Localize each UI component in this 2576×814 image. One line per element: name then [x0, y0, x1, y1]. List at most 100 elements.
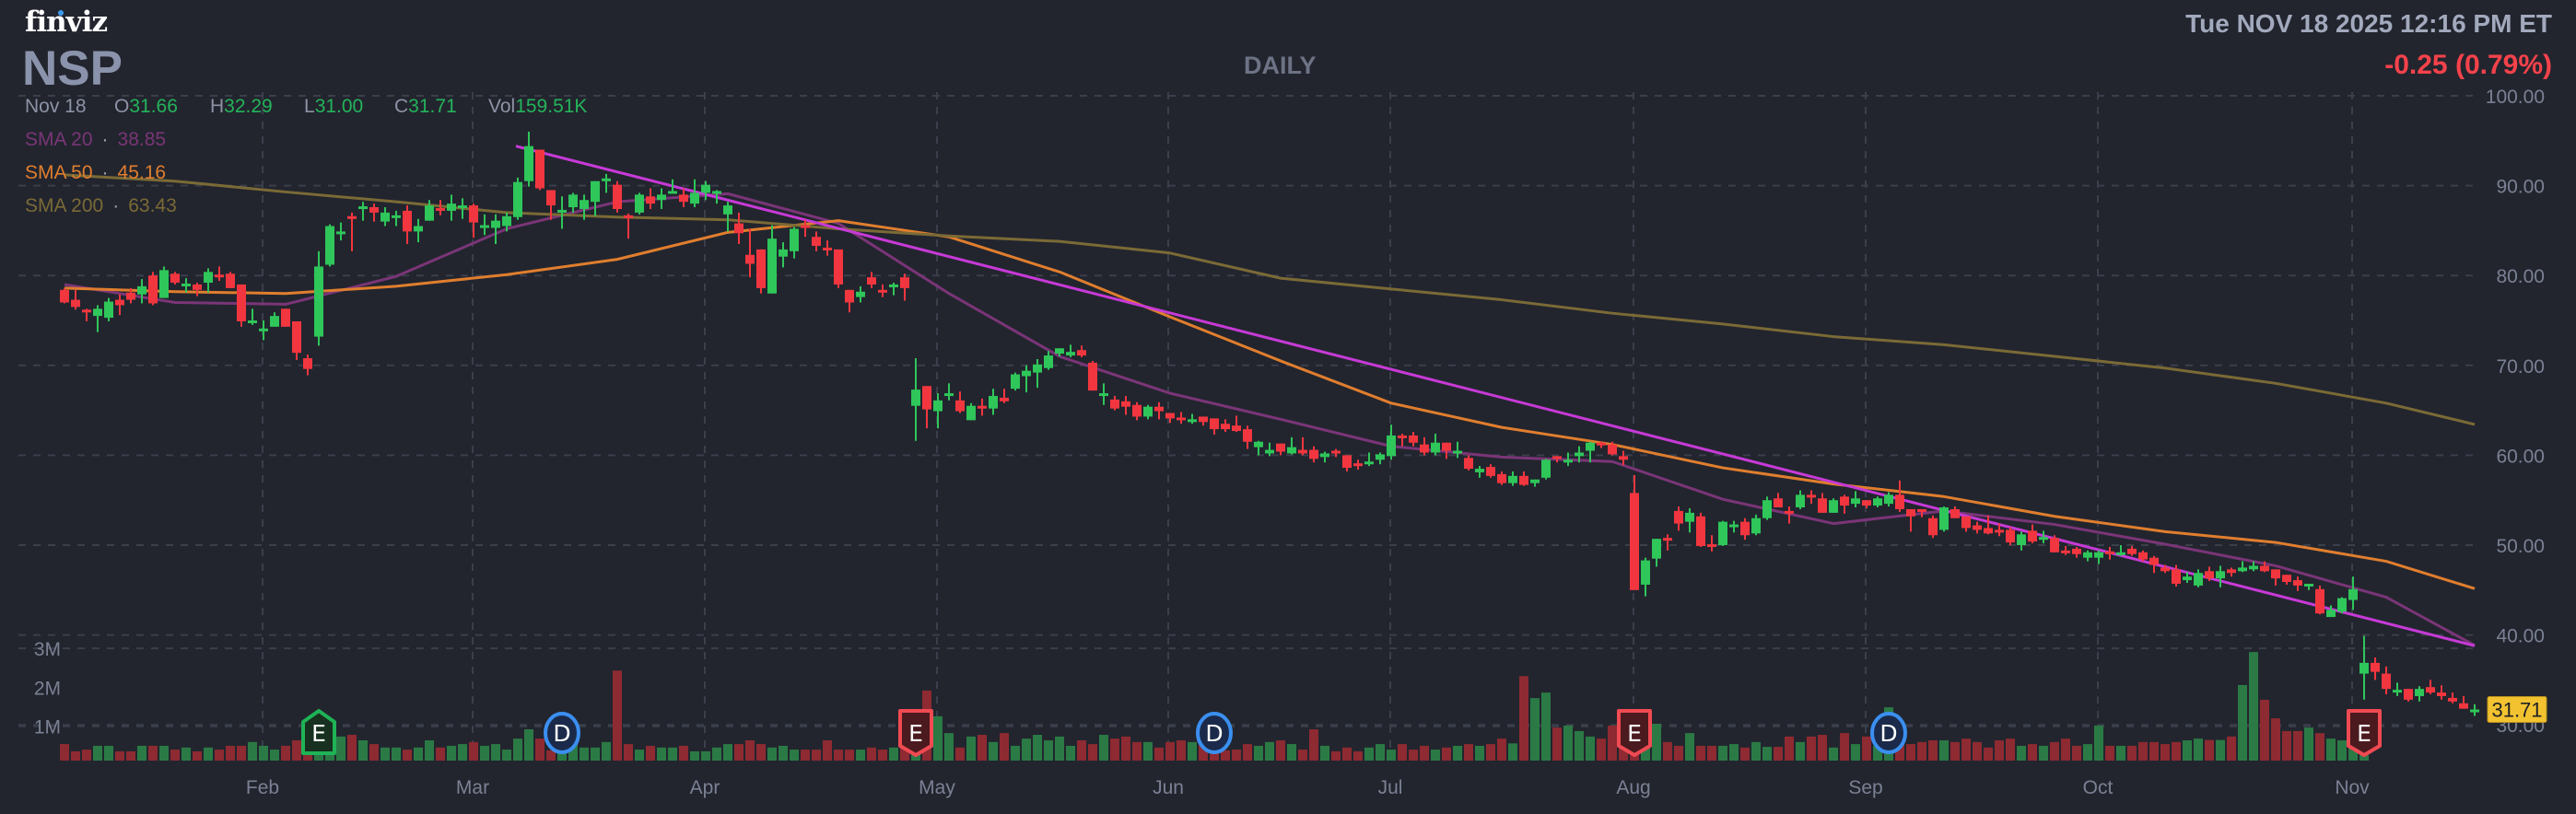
candle-body [259, 328, 268, 331]
candle [2138, 550, 2148, 562]
earnings-marker[interactable]: E [301, 709, 336, 755]
candle [1663, 534, 1672, 551]
separator: · [112, 195, 120, 216]
candle-body [281, 308, 290, 327]
candle-body [2194, 573, 2203, 586]
volume-bar [2138, 741, 2148, 761]
candle [281, 308, 290, 327]
volume-bar [889, 747, 898, 761]
candle [1099, 383, 1108, 405]
candle [104, 297, 113, 321]
volume-bar [635, 750, 644, 761]
candle-body [911, 390, 920, 406]
candle-body [900, 277, 909, 288]
candle [1641, 557, 1650, 597]
candle [2459, 695, 2468, 709]
candle-body [248, 320, 257, 323]
volume-tick-label: 3M [34, 639, 61, 660]
volume-tick-label: 1M [34, 717, 61, 738]
earnings-marker[interactable]: E [1617, 709, 1652, 757]
finviz-logo[interactable]: finviz [25, 6, 108, 39]
candle [1165, 413, 1175, 424]
volume-bar [181, 747, 191, 761]
candle-body [1331, 450, 1341, 454]
candle [1608, 441, 1617, 456]
volume-value: 159.51K [515, 96, 588, 117]
candle-body [71, 299, 80, 308]
candle-body [1884, 494, 1893, 505]
volume-bar [126, 750, 135, 761]
candle [1254, 440, 1263, 456]
volume-bar [392, 747, 401, 761]
earnings-marker[interactable]: E [898, 709, 933, 757]
volume-bar [1232, 750, 1241, 761]
candle-body [1740, 521, 1750, 536]
volume-bar [1707, 745, 1716, 761]
candle-body [491, 220, 500, 228]
candle [2017, 531, 2026, 551]
dividend-marker[interactable]: D [1196, 712, 1233, 754]
candle-body [679, 194, 688, 203]
candle [734, 212, 744, 245]
candle [1829, 498, 1838, 513]
event-label: E [311, 720, 326, 747]
candle [1939, 506, 1949, 532]
volume-bar [1696, 745, 1705, 761]
candle [790, 227, 799, 259]
volume-bar [679, 745, 688, 761]
candle-body [204, 272, 213, 284]
dividend-marker[interactable]: D [1870, 712, 1907, 754]
volume-bar [2017, 745, 2026, 761]
candle-body [1984, 528, 1993, 534]
volume-bar [170, 750, 180, 761]
volume-bar [1873, 745, 1882, 761]
legend-sma50[interactable]: SMA 50 · 45.16 [25, 162, 166, 184]
candle [237, 284, 246, 327]
legend-sma20[interactable]: SMA 20 · 38.85 [25, 129, 166, 151]
candle-body [1298, 449, 1307, 454]
dividend-marker[interactable]: D [544, 712, 580, 754]
volume-bar [2039, 745, 2048, 761]
candle [436, 200, 445, 215]
volume-bar [447, 745, 456, 761]
low-value: 31.00 [314, 96, 364, 117]
candle-body [2371, 662, 2380, 672]
candle-body [303, 357, 312, 369]
candle-body [867, 277, 876, 285]
candle-body [1829, 500, 1838, 513]
volume-bar [1409, 750, 1418, 761]
candle [2183, 572, 2192, 583]
candle-body [1652, 539, 1661, 559]
candle [392, 210, 401, 227]
candlesticks [60, 132, 2479, 716]
candle-body [226, 273, 235, 288]
volume-bar [237, 745, 246, 761]
candle [513, 177, 522, 220]
candle-body [856, 291, 865, 297]
candle-body [2227, 569, 2236, 574]
legend-sma200[interactable]: SMA 200 · 63.43 [25, 195, 177, 217]
candle [1398, 433, 1407, 447]
volume-bar [591, 747, 600, 761]
volume-bar [1188, 741, 1197, 761]
candle [1740, 517, 1750, 541]
close-label: C [394, 96, 409, 117]
candle-body [1276, 443, 1285, 452]
candle [1718, 520, 1727, 546]
candle [1851, 491, 1860, 508]
ohlc-volume: Vol159.51K [488, 96, 587, 118]
volume-bar [2315, 733, 2324, 761]
month-label: Jul [1378, 777, 1403, 798]
candle-body [767, 238, 777, 294]
earnings-marker[interactable]: E [2347, 709, 2382, 757]
candle-body [270, 316, 279, 327]
low-label: L [304, 96, 315, 117]
volume-bar [1431, 750, 1440, 761]
candle-body [734, 223, 744, 234]
volume-bar [2072, 745, 2081, 761]
candle-body [336, 231, 345, 235]
candle-body [137, 285, 146, 295]
volume-bar [1022, 738, 1031, 761]
volume-bar [845, 750, 854, 761]
